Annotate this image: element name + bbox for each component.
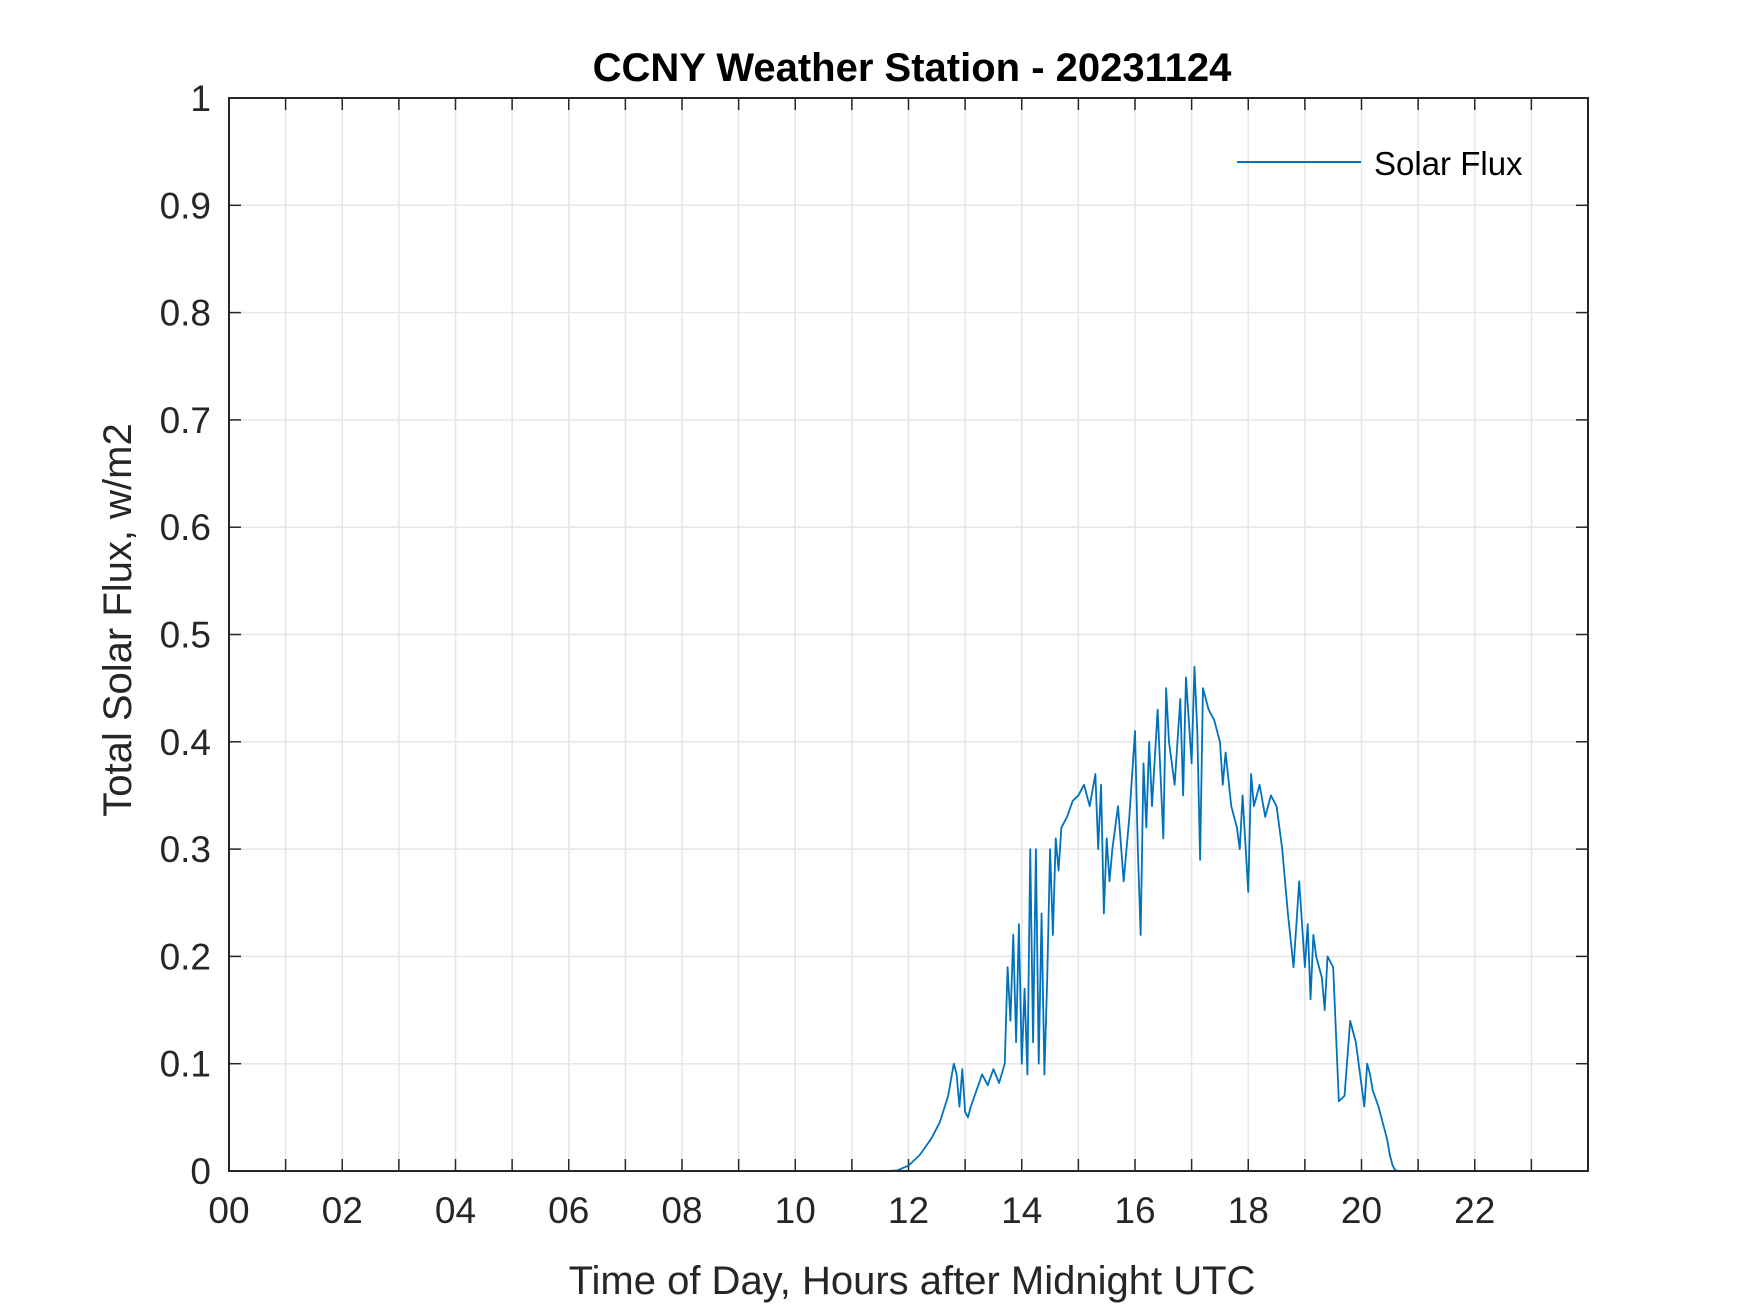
ticks-layer — [229, 97, 1588, 1172]
chart-title: CCNY Weather Station - 20231124 — [593, 46, 1233, 90]
y-tick-label: 0.1 — [160, 1044, 211, 1085]
y-tick-label: 0.8 — [160, 293, 211, 334]
x-tick-label: 08 — [661, 1190, 702, 1231]
y-tick-label: 0.4 — [160, 722, 211, 763]
y-tick-label: 0 — [190, 1151, 211, 1192]
legend-label-solar-flux: Solar Flux — [1374, 145, 1523, 182]
y-tick-label: 0.7 — [160, 400, 211, 441]
x-tick-label: 18 — [1228, 1190, 1269, 1231]
grid-layer — [229, 98, 1588, 1171]
x-axis-label: Time of Day, Hours after Midnight UTC — [569, 1259, 1256, 1303]
y-tick-label: 0.5 — [160, 615, 211, 656]
x-tick-label: 20 — [1341, 1190, 1382, 1231]
series-layer — [229, 665, 1586, 1172]
x-tick-label: 02 — [322, 1190, 363, 1231]
series-line-solar-flux — [229, 665, 1586, 1172]
legend: Solar Flux — [1237, 145, 1523, 182]
y-tick-label: 1 — [190, 78, 211, 119]
tick-labels-layer: 00 02 04 06 08 10 12 14 16 18 20 22 0 0.1 0.2 0.3 0.4 0.5… — [160, 78, 1496, 1231]
y-tick-label: 0.6 — [160, 507, 211, 548]
x-tick-label: 16 — [1114, 1190, 1155, 1231]
x-tick-label: 00 — [208, 1190, 249, 1231]
y-axis-label: Total Solar Flux, w/m2 — [96, 423, 140, 816]
x-tick-label: 06 — [548, 1190, 589, 1231]
x-tick-label: 14 — [1001, 1190, 1042, 1231]
y-tick-label: 0.2 — [160, 936, 211, 977]
x-tick-label: 12 — [888, 1190, 929, 1231]
x-tick-label: 04 — [435, 1190, 476, 1231]
y-tick-label: 0.9 — [160, 185, 211, 226]
x-tick-label: 22 — [1454, 1190, 1495, 1231]
x-tick-label: 10 — [775, 1190, 816, 1231]
plot-area-border — [228, 97, 1589, 1172]
y-tick-label: 0.3 — [160, 829, 211, 870]
